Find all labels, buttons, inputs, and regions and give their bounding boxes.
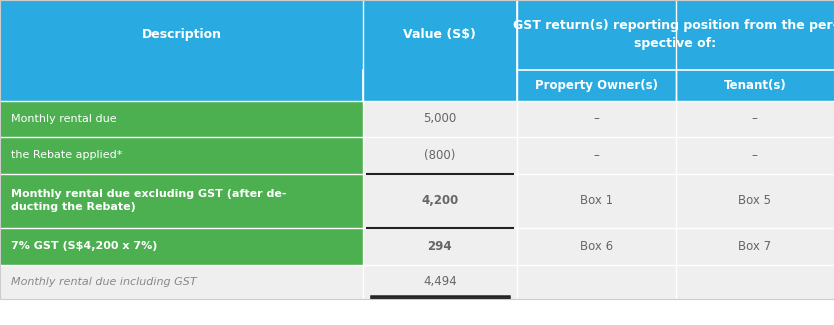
Bar — [363, 265, 517, 299]
Bar — [517, 0, 834, 70]
Bar — [0, 0, 363, 70]
Text: Box 6: Box 6 — [580, 240, 613, 253]
Text: Property Owner(s): Property Owner(s) — [535, 79, 658, 92]
Text: 5,000: 5,000 — [424, 112, 456, 125]
Text: 7% GST (S$4,200 x 7%): 7% GST (S$4,200 x 7%) — [11, 241, 158, 251]
Text: –: – — [593, 149, 600, 162]
Bar — [517, 265, 676, 299]
Bar — [363, 174, 517, 228]
Text: Value (S$): Value (S$) — [404, 29, 476, 41]
Text: Description: Description — [142, 29, 221, 41]
Text: Box 5: Box 5 — [738, 194, 771, 207]
Bar — [676, 101, 834, 137]
Bar — [363, 137, 517, 174]
Bar — [0, 174, 363, 228]
Bar — [517, 228, 676, 265]
Bar — [517, 174, 676, 228]
Text: 4,494: 4,494 — [423, 275, 457, 288]
Text: –: – — [593, 112, 600, 125]
Text: Box 1: Box 1 — [580, 194, 613, 207]
Bar — [0, 265, 363, 299]
Bar — [676, 228, 834, 265]
Bar — [0, 70, 363, 101]
Bar — [676, 174, 834, 228]
Bar — [517, 101, 676, 137]
Text: GST return(s) reporting position from the per-
spective of:: GST return(s) reporting position from th… — [513, 20, 834, 50]
Bar — [676, 137, 834, 174]
Text: (800): (800) — [425, 149, 455, 162]
Text: 4,200: 4,200 — [421, 194, 459, 207]
Bar — [517, 137, 676, 174]
Text: Monthly rental due excluding GST (after de-
ducting the Rebate): Monthly rental due excluding GST (after … — [11, 189, 286, 213]
Bar — [363, 70, 517, 101]
Bar — [363, 0, 517, 70]
Text: 294: 294 — [428, 240, 452, 253]
Bar — [0, 228, 363, 265]
Text: –: – — [751, 112, 758, 125]
Text: Tenant(s): Tenant(s) — [723, 79, 786, 92]
Bar — [517, 70, 676, 101]
Bar — [676, 70, 834, 101]
Bar — [363, 101, 517, 137]
Bar — [0, 101, 363, 137]
Text: Monthly rental due including GST: Monthly rental due including GST — [11, 277, 197, 287]
Text: Box 7: Box 7 — [738, 240, 771, 253]
Text: –: – — [751, 149, 758, 162]
Bar — [676, 265, 834, 299]
Bar — [0, 137, 363, 174]
Text: the Rebate applied*: the Rebate applied* — [11, 150, 123, 160]
Text: Monthly rental due: Monthly rental due — [11, 114, 117, 124]
Bar — [363, 228, 517, 265]
